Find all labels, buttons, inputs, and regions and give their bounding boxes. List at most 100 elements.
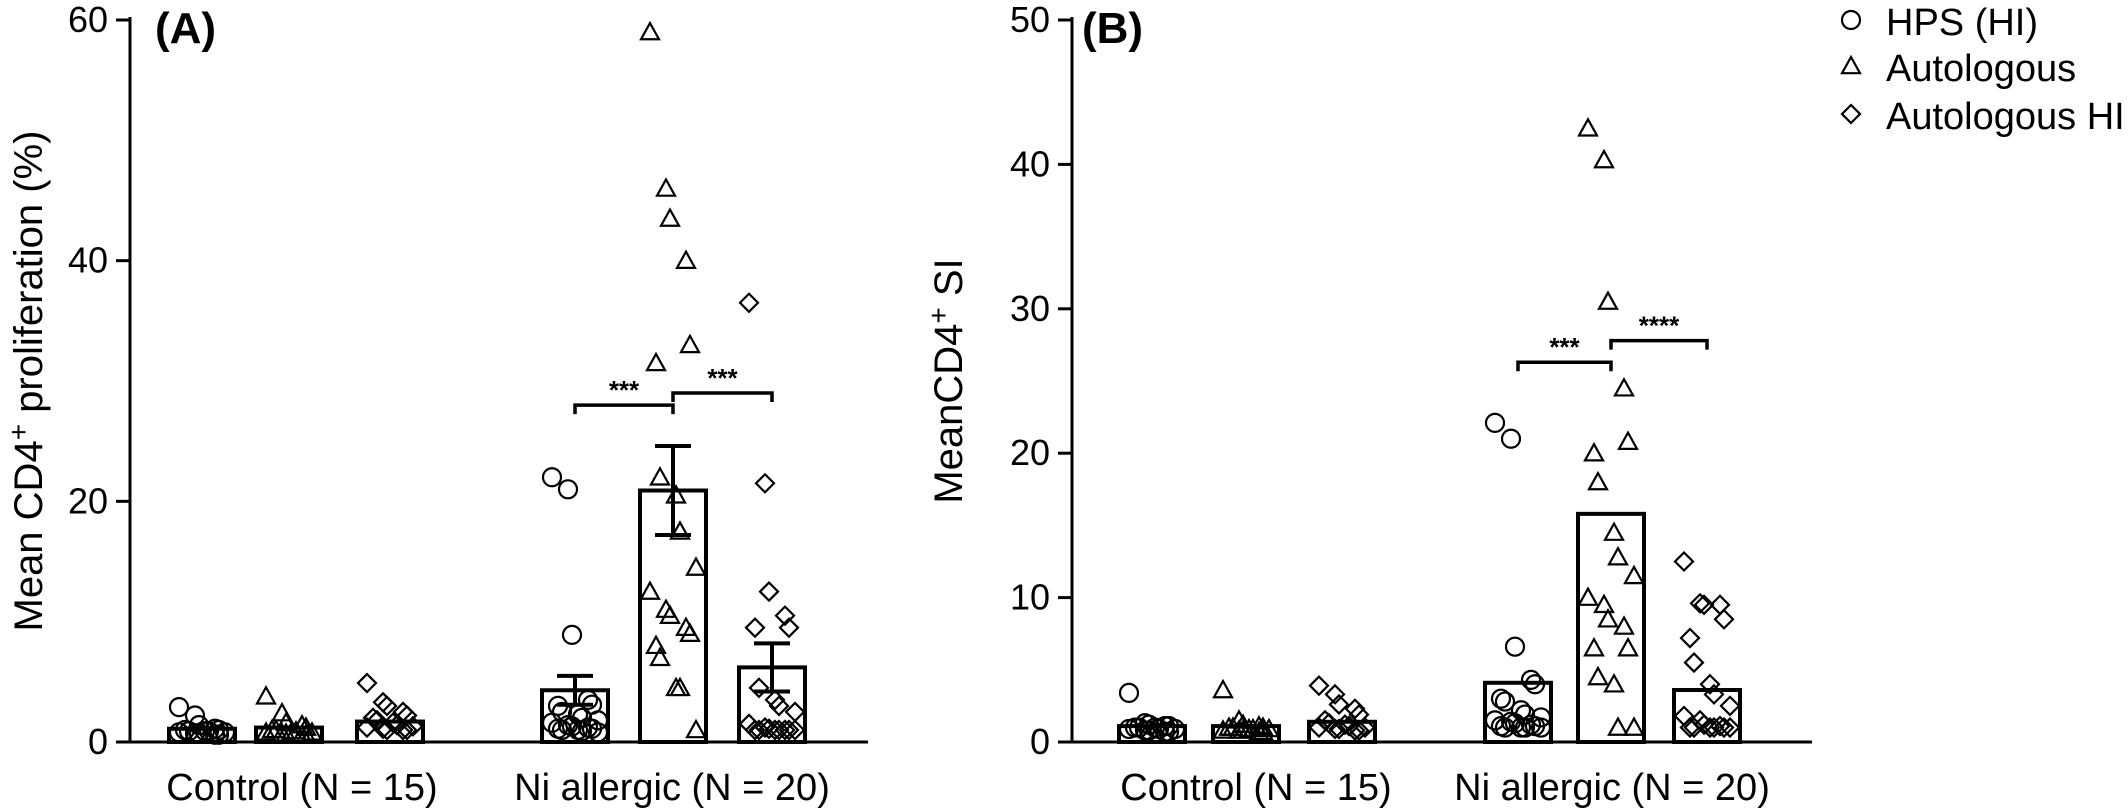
y-tick-label: 50 xyxy=(1010,0,1050,40)
data-point xyxy=(1118,718,1140,740)
data-point xyxy=(402,715,424,737)
data-point xyxy=(1683,717,1705,739)
significance-bracket xyxy=(1609,338,1709,350)
x-group-label: Ni allergic (N = 20) xyxy=(1454,767,1770,809)
data-point xyxy=(376,695,398,717)
data-point xyxy=(356,717,378,739)
data-point xyxy=(571,721,593,742)
data-point xyxy=(774,719,796,741)
data-point xyxy=(645,351,667,372)
data-point xyxy=(356,672,378,694)
y-tick-label: 0 xyxy=(88,721,108,762)
data-point xyxy=(396,719,418,741)
y-tick-label: 60 xyxy=(68,0,108,40)
data-point xyxy=(679,622,701,643)
data-point xyxy=(1597,607,1619,628)
data-point xyxy=(1607,716,1629,736)
panel-label: (A) xyxy=(155,4,216,53)
data-point xyxy=(1324,683,1346,705)
data-point xyxy=(1504,636,1526,657)
data-point xyxy=(1583,636,1605,657)
y-tick-label: 20 xyxy=(1010,432,1050,473)
data-point xyxy=(649,646,671,667)
significance-bracket xyxy=(671,391,774,403)
data-point xyxy=(675,249,697,269)
significance-bracket xyxy=(1516,360,1613,372)
data-point xyxy=(1587,470,1609,491)
data-point xyxy=(1679,717,1701,739)
data-point xyxy=(768,695,790,717)
data-point xyxy=(372,718,394,740)
data-point xyxy=(1703,683,1725,705)
data-point xyxy=(1577,586,1599,606)
data-point xyxy=(685,718,707,739)
data-point xyxy=(778,719,800,741)
data-point xyxy=(639,20,661,41)
legend-label: Autologous HI xyxy=(1886,96,2125,138)
y-tick-label: 0 xyxy=(1030,721,1050,762)
data-point xyxy=(188,723,210,744)
data-point xyxy=(655,177,677,197)
data-point xyxy=(577,689,599,710)
data-point xyxy=(1623,564,1645,585)
data-point xyxy=(1232,719,1254,739)
data-point xyxy=(1577,117,1599,137)
data-point xyxy=(301,721,323,741)
data-point xyxy=(639,580,661,600)
data-point xyxy=(1673,550,1695,573)
data-point xyxy=(1348,719,1370,742)
data-point xyxy=(1699,673,1721,695)
data-point xyxy=(255,685,277,705)
data-point xyxy=(561,624,583,646)
data-point xyxy=(1344,719,1366,742)
data-point xyxy=(587,722,609,743)
data-point xyxy=(1334,714,1356,736)
data-point xyxy=(1258,717,1280,738)
legend-label: Autologous xyxy=(1886,48,2076,90)
data-point xyxy=(738,292,760,314)
data-point xyxy=(1719,695,1741,717)
data-point xyxy=(764,719,786,741)
y-tick-label: 40 xyxy=(68,240,108,281)
data-point xyxy=(551,719,573,741)
data-point xyxy=(376,719,398,741)
data-point xyxy=(208,724,230,745)
data-point xyxy=(1613,615,1635,635)
y-tick-label: 40 xyxy=(1010,143,1050,184)
legend-label: HPS (HI) xyxy=(1886,2,2038,44)
data-point xyxy=(764,689,786,711)
data-point xyxy=(1500,428,1522,449)
x-group-label: Control (N = 15) xyxy=(166,767,437,809)
data-point xyxy=(774,605,796,627)
data-point xyxy=(1490,688,1512,709)
data-point xyxy=(1524,674,1546,695)
data-point xyxy=(1603,672,1625,693)
data-point xyxy=(1607,545,1629,566)
x-group-label: Control (N = 15) xyxy=(1120,767,1391,809)
data-point xyxy=(295,723,317,744)
data-point xyxy=(685,556,707,576)
x-group-label: Ni allergic (N = 20) xyxy=(514,767,830,809)
data-point xyxy=(1699,717,1721,739)
data-point xyxy=(1252,720,1274,741)
significance-bracket xyxy=(573,403,675,415)
data-point xyxy=(1484,710,1506,731)
legend: HPS (HI)Autologous Autologous HI xyxy=(1840,2,2125,138)
data-point xyxy=(1617,430,1639,450)
data-point xyxy=(366,709,388,731)
data-point xyxy=(679,333,701,354)
data-point xyxy=(748,677,770,699)
data-point xyxy=(1603,521,1625,541)
data-point xyxy=(659,207,681,227)
data-point xyxy=(1514,717,1536,738)
data-point xyxy=(1530,717,1552,738)
panel-a: 0 20 40 60 *** *** Control (N = 15) Ni allergic… xyxy=(3,0,868,809)
data-point xyxy=(1494,691,1516,712)
y-tick-label: 10 xyxy=(1010,577,1050,618)
data-point xyxy=(758,581,780,603)
significance-label: **** xyxy=(1639,311,1680,341)
data-point xyxy=(784,719,806,741)
significance-label: *** xyxy=(1549,332,1580,362)
